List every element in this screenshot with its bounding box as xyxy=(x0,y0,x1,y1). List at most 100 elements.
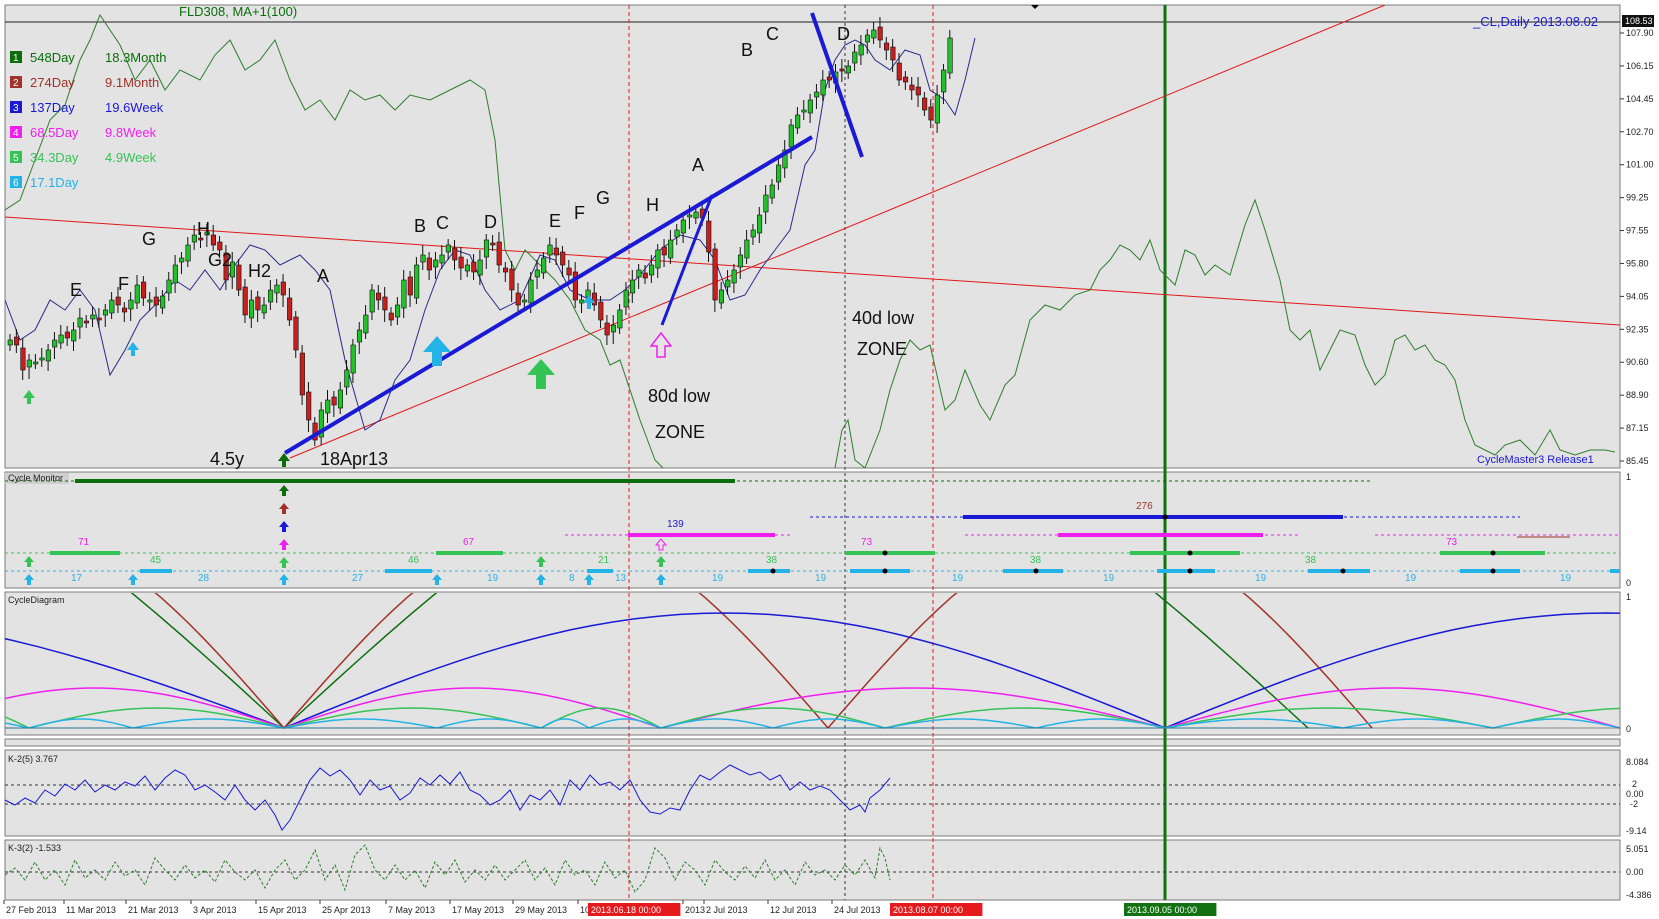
bull-candle[interactable] xyxy=(464,264,471,272)
bull-candle[interactable] xyxy=(610,324,617,333)
bull-candle[interactable] xyxy=(318,409,324,438)
bear-candle[interactable] xyxy=(909,84,915,91)
bull-candle[interactable] xyxy=(356,329,363,343)
bull-candle[interactable] xyxy=(871,29,877,39)
bull-candle[interactable] xyxy=(820,79,826,96)
bear-candle[interactable] xyxy=(306,391,312,421)
bull-candle[interactable] xyxy=(325,399,331,414)
bear-candle[interactable] xyxy=(922,97,928,111)
bull-candle[interactable] xyxy=(725,279,731,288)
bull-candle[interactable] xyxy=(483,239,490,258)
bull-candle[interactable] xyxy=(547,244,553,256)
bull-candle[interactable] xyxy=(166,279,172,294)
bull-candle[interactable] xyxy=(249,299,255,319)
bull-candle[interactable] xyxy=(528,279,534,304)
bull-candle[interactable] xyxy=(795,114,801,129)
bull-candle[interactable] xyxy=(788,124,794,148)
bull-candle[interactable] xyxy=(693,211,699,219)
bear-candle[interactable] xyxy=(471,261,477,273)
bull-candle[interactable] xyxy=(160,295,166,309)
bull-candle[interactable] xyxy=(401,279,407,309)
bull-candle[interactable] xyxy=(623,289,629,308)
bear-candle[interactable] xyxy=(553,247,559,256)
k3-panel[interactable] xyxy=(4,839,1621,901)
bull-candle[interactable] xyxy=(947,37,953,74)
candlestick-series[interactable] xyxy=(7,17,953,446)
bear-candle[interactable] xyxy=(426,257,432,271)
bull-candle[interactable] xyxy=(414,264,420,299)
bull-candle[interactable] xyxy=(629,279,636,294)
bull-candle[interactable] xyxy=(579,299,585,304)
bull-candle[interactable] xyxy=(782,149,788,169)
bull-candle[interactable] xyxy=(649,264,655,276)
bear-candle[interactable] xyxy=(877,26,883,41)
bear-candle[interactable] xyxy=(839,68,845,72)
bear-candle[interactable] xyxy=(642,272,648,279)
bull-candle[interactable] xyxy=(737,254,744,268)
bull-candle[interactable] xyxy=(77,317,83,328)
bear-candle[interactable] xyxy=(153,296,159,306)
bull-candle[interactable] xyxy=(52,339,58,348)
bull-candle[interactable] xyxy=(71,329,77,342)
bull-candle[interactable] xyxy=(261,304,267,314)
bear-candle[interactable] xyxy=(566,267,572,276)
bear-candle[interactable] xyxy=(293,316,299,351)
bear-candle[interactable] xyxy=(255,296,261,311)
red-resistance-trendline[interactable] xyxy=(5,216,1620,326)
bull-candle[interactable] xyxy=(344,369,350,388)
bear-candle[interactable] xyxy=(64,331,70,339)
bear-candle[interactable] xyxy=(96,317,102,321)
bull-candle[interactable] xyxy=(655,249,661,269)
bull-candle[interactable] xyxy=(941,69,947,93)
cycle-monitor-panel[interactable] xyxy=(4,471,1621,589)
bull-candle[interactable] xyxy=(845,65,852,74)
bear-candle[interactable] xyxy=(515,292,521,306)
bull-candle[interactable] xyxy=(204,231,210,236)
bear-candle[interactable] xyxy=(826,76,832,81)
blue-downtrend-line[interactable] xyxy=(810,12,864,158)
bull-candle[interactable] xyxy=(90,314,96,320)
bear-candle[interactable] xyxy=(496,241,502,266)
blue-short-uptrend-line[interactable] xyxy=(660,194,714,326)
bear-candle[interactable] xyxy=(890,46,896,61)
bull-candle[interactable] xyxy=(369,289,375,313)
bull-candle[interactable] xyxy=(636,269,642,278)
bear-candle[interactable] xyxy=(217,241,223,251)
bull-candle[interactable] xyxy=(852,51,858,64)
bull-candle[interactable] xyxy=(147,299,153,303)
bear-candle[interactable] xyxy=(896,62,902,81)
k3-oscillator-line[interactable] xyxy=(4,844,891,893)
blue-uptrend-line[interactable] xyxy=(283,135,814,455)
bear-candle[interactable] xyxy=(299,352,305,396)
bear-candle[interactable] xyxy=(407,276,413,296)
bear-candle[interactable] xyxy=(458,256,464,269)
bull-candle[interactable] xyxy=(744,239,750,259)
bull-candle[interactable] xyxy=(420,254,426,263)
bear-candle[interactable] xyxy=(236,264,242,291)
bull-candle[interactable] xyxy=(128,299,134,310)
price-axis[interactable]: 107.90 106.15 104.45 102.70 101.00 99.25 97.55… xyxy=(1620,28,1654,466)
bear-candle[interactable] xyxy=(591,292,598,306)
bear-candle[interactable] xyxy=(223,252,229,281)
bear-candle[interactable] xyxy=(388,312,394,321)
bull-candle[interactable] xyxy=(756,214,763,234)
bull-candle[interactable] xyxy=(668,239,674,259)
bear-candle[interactable] xyxy=(661,246,667,256)
bull-candle[interactable] xyxy=(39,357,45,361)
bear-candle[interactable] xyxy=(382,296,388,311)
bear-candle[interactable] xyxy=(604,322,610,336)
bear-candle[interactable] xyxy=(883,42,890,51)
bear-candle[interactable] xyxy=(242,286,248,316)
bull-candle[interactable] xyxy=(731,269,737,284)
bear-candle[interactable] xyxy=(509,268,515,291)
bear-candle[interactable] xyxy=(198,237,204,241)
bull-candle[interactable] xyxy=(541,257,547,274)
bear-candle[interactable] xyxy=(141,281,147,299)
date-axis[interactable]: 27 Feb 2013 11 Mar 2013 21 Mar 2013 3 Apr 2… xyxy=(3,900,1217,916)
bull-candle[interactable] xyxy=(185,244,191,262)
bull-candle[interactable] xyxy=(801,109,807,113)
bear-candle[interactable] xyxy=(210,234,216,246)
bull-candle[interactable] xyxy=(763,194,769,213)
bull-candle[interactable] xyxy=(858,44,864,56)
